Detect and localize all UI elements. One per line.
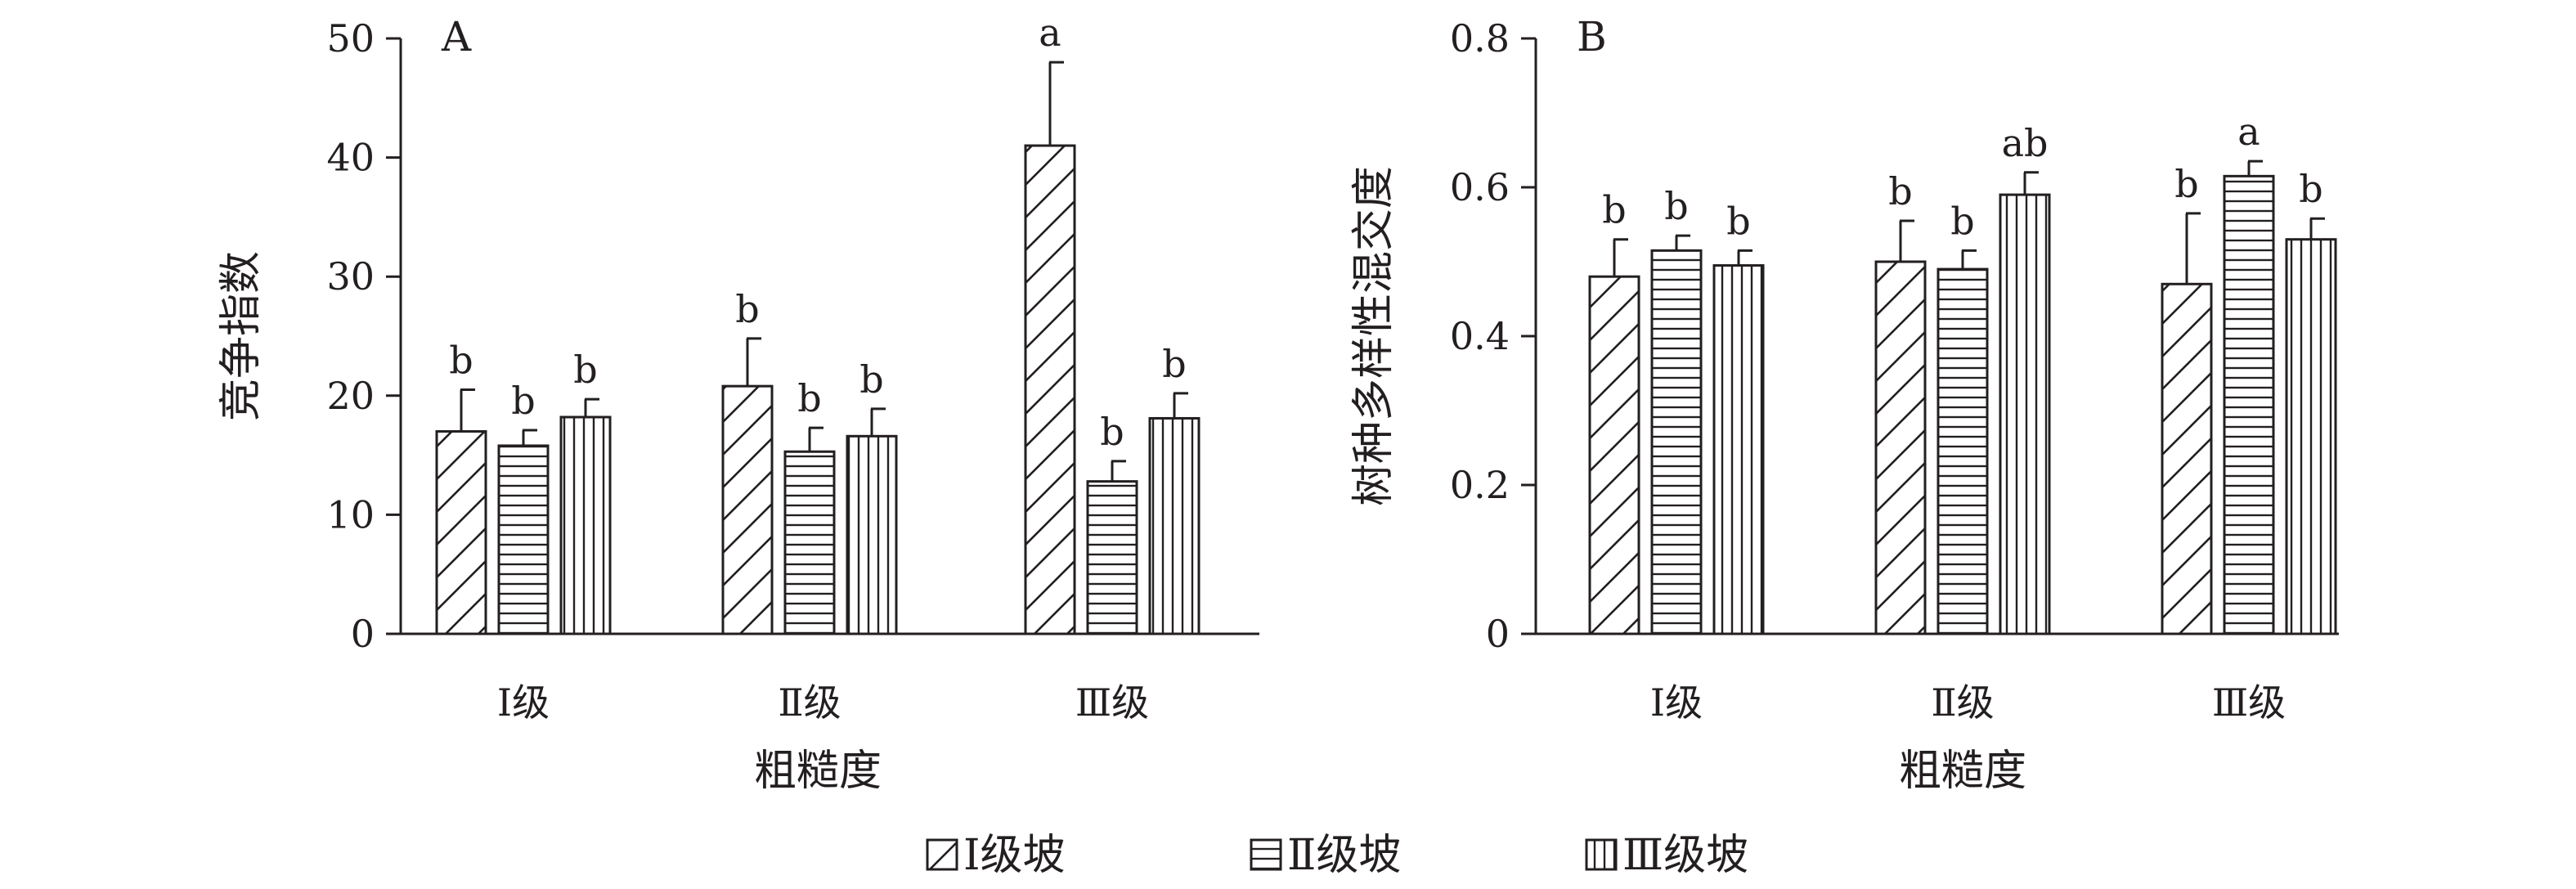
- y-tick-label: 0.8: [1450, 16, 1510, 61]
- legend-label: Ⅲ级坡: [1622, 831, 1748, 880]
- bar: [1024, 144, 1076, 635]
- significance-label: b: [797, 376, 821, 420]
- significance-label: b: [1888, 169, 1912, 213]
- significance-label: b: [573, 348, 597, 392]
- y-tick-label: 0.2: [1450, 463, 1510, 507]
- significance-label: b: [1664, 184, 1688, 228]
- bar: [435, 429, 487, 635]
- bar: [1712, 264, 1765, 635]
- bar: [1936, 267, 1989, 635]
- significance-label: b: [1100, 410, 1124, 454]
- significance-label: a: [1039, 11, 1061, 55]
- x-tick-label: Ⅰ级: [1650, 680, 1703, 725]
- significance-label: b: [1602, 188, 1626, 232]
- legend-label: Ⅱ级坡: [1287, 831, 1401, 880]
- significance-label: ab: [2002, 121, 2049, 165]
- legend: Ⅰ级坡 Ⅱ级坡 Ⅲ级坡: [926, 831, 1748, 880]
- panel-letter: A: [441, 13, 472, 61]
- significance-label: b: [859, 357, 883, 402]
- y-tick-label: 10: [326, 492, 375, 537]
- x-tick-label: Ⅱ级: [1931, 680, 1994, 725]
- y-axis-label: 竞争指数: [217, 251, 266, 421]
- significance-label: b: [2299, 167, 2322, 211]
- bar: [1148, 416, 1200, 635]
- significance-label: b: [1950, 199, 1974, 243]
- x-axis-label: 粗糙度: [754, 747, 882, 796]
- bar: [1588, 275, 1640, 635]
- significance-label: b: [449, 339, 473, 383]
- y-tick-label: 20: [326, 374, 375, 418]
- y-tick-label: 0.6: [1450, 165, 1510, 209]
- significance-label: b: [2174, 162, 2198, 206]
- bar: [846, 434, 898, 635]
- legend-swatch: [926, 838, 958, 871]
- y-tick-label: 30: [326, 254, 375, 299]
- bar: [1874, 260, 1927, 635]
- legend-swatch: [1250, 838, 1282, 871]
- y-tick-label: 0.4: [1450, 314, 1510, 358]
- significance-label: b: [1162, 342, 1186, 386]
- bar: [497, 444, 550, 635]
- bar: [1086, 480, 1138, 635]
- legend-swatch: [1585, 838, 1618, 871]
- x-tick-label: Ⅲ级: [1075, 680, 1149, 725]
- y-tick-label: 40: [326, 136, 375, 180]
- panel-letter: B: [1577, 13, 1607, 61]
- bar: [1999, 193, 2051, 635]
- x-tick-label: Ⅲ级: [2212, 680, 2286, 725]
- y-tick-label: 0: [1486, 612, 1510, 656]
- significance-label: b: [735, 287, 759, 331]
- significance-label: a: [2237, 110, 2260, 154]
- x-axis-label: 粗糙度: [1899, 747, 2026, 796]
- y-tick-label: 0: [351, 612, 375, 656]
- bar: [783, 450, 836, 635]
- bar: [559, 415, 612, 635]
- bar: [2161, 282, 2213, 635]
- bar: [2285, 238, 2337, 635]
- y-tick-label: 50: [326, 16, 375, 61]
- bar: [1650, 249, 1703, 635]
- x-tick-label: Ⅱ级: [778, 680, 841, 725]
- legend-label: Ⅰ级坡: [963, 831, 1066, 880]
- significance-label: b: [1726, 199, 1750, 243]
- x-tick-label: Ⅰ级: [497, 680, 550, 725]
- significance-label: b: [511, 379, 535, 423]
- bar: [721, 384, 774, 635]
- bar: [2223, 174, 2275, 635]
- y-axis-label: 树种多样性混交度: [1349, 166, 1398, 506]
